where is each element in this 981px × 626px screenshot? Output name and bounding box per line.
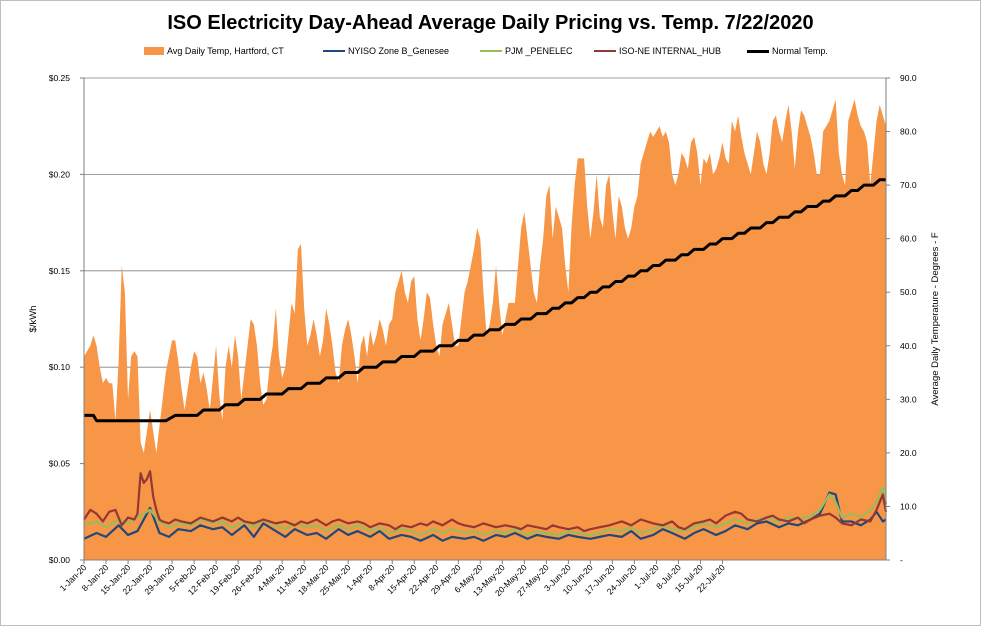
y-left-tick-label: $0.00 xyxy=(49,555,71,565)
y-left-axis-title: $/kWh xyxy=(28,306,39,333)
legend-label: Avg Daily Temp, Hartford, CT xyxy=(167,46,284,56)
y-right-tick-label: 70.0 xyxy=(900,180,917,190)
legend-swatch xyxy=(747,49,769,53)
y-left-tick-label: $0.15 xyxy=(49,266,71,276)
series-line-iso-ne-internal-hub xyxy=(83,470,888,533)
legend-item: Normal Temp. xyxy=(747,46,828,56)
legend-label: NYISO Zone B_Genesee xyxy=(348,46,450,56)
legend-item: PJM _PENELEC xyxy=(480,46,573,56)
y-right-tick-label: - xyxy=(900,555,903,565)
y-left-tick-label: $0.20 xyxy=(49,169,71,179)
legend-label: Normal Temp. xyxy=(772,46,828,56)
legend-swatch xyxy=(480,49,502,53)
chart-title: ISO Electricity Day-Ahead Average Daily … xyxy=(167,12,814,34)
temperature-area xyxy=(84,99,886,561)
series-line-normal-temp- xyxy=(84,178,886,423)
legend-swatch xyxy=(594,49,616,53)
y-right-tick-label: 20.0 xyxy=(900,448,917,458)
y-right-tick-label: 40.0 xyxy=(900,341,917,351)
y-right-tick-label: 90.0 xyxy=(900,73,917,83)
y-left-tick-label: $0.25 xyxy=(49,73,71,83)
y-right-tick-label: 50.0 xyxy=(900,287,917,297)
legend-item: Avg Daily Temp, Hartford, CT xyxy=(144,46,284,56)
area-layer xyxy=(84,99,886,561)
y-right-tick-label: 80.0 xyxy=(900,127,917,137)
y-left-tick-label: $0.05 xyxy=(49,459,71,469)
legend-swatch xyxy=(144,47,164,55)
legend-label: PJM _PENELEC xyxy=(505,46,573,56)
y-right-tick-label: 10.0 xyxy=(900,501,917,511)
series-line-nyiso-zone-b-genesee xyxy=(83,491,887,542)
y-right-tick-label: 60.0 xyxy=(900,234,917,244)
y-right-tick-label: 30.0 xyxy=(900,394,917,404)
legend-item: ISO-NE INTERNAL_HUB xyxy=(594,46,721,56)
line-layer xyxy=(83,178,888,542)
legend-item: NYISO Zone B_Genesee xyxy=(323,46,449,56)
series-line-pjm-penelec xyxy=(83,485,888,537)
y-left-tick-label: $0.10 xyxy=(49,362,71,372)
legend: Avg Daily Temp, Hartford, CT NYISO Zone B… xyxy=(0,46,981,62)
legend-label: ISO-NE INTERNAL_HUB xyxy=(619,46,722,56)
y-right-axis-title: Average Daily Temperature - Degrees - F xyxy=(930,232,941,406)
legend-swatch xyxy=(323,49,345,53)
